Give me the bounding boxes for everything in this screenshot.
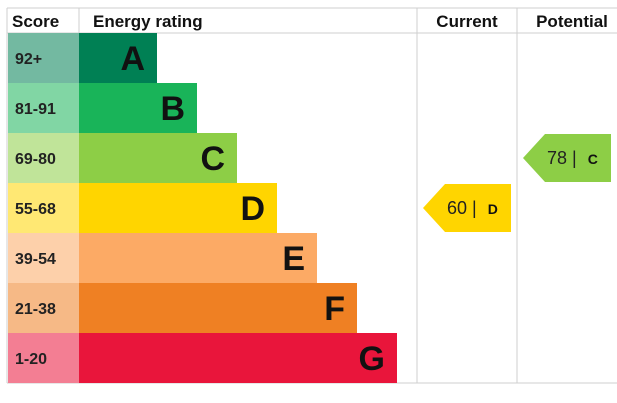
rating-bands: 92+ A 81-91 B 69-80 C 55-68 D 39-54 E 21-38 F 1-20 G xyxy=(8,33,397,383)
score-cell-e xyxy=(8,233,79,283)
score-cell-c xyxy=(8,133,79,183)
band-bar-a xyxy=(79,33,157,83)
score-label-f: 21-38 xyxy=(15,301,56,318)
score-label-b: 81-91 xyxy=(15,101,56,118)
band-letter-d: D xyxy=(240,190,265,228)
potential-rating-letter: C xyxy=(588,151,598,167)
band-bar-b xyxy=(79,83,197,133)
header-rating: Energy rating xyxy=(93,12,203,31)
band-bar-c xyxy=(79,133,237,183)
current-arrow xyxy=(423,184,511,232)
band-letter-g: G xyxy=(359,340,385,378)
band-bar-f xyxy=(79,283,357,333)
header-current: Current xyxy=(436,12,498,31)
rating-arrows: 60 | D 78 | C xyxy=(423,134,611,232)
current-rating-letter: D xyxy=(488,201,498,217)
score-label-d: 55-68 xyxy=(15,201,56,218)
score-label-e: 39-54 xyxy=(15,251,56,268)
band-letter-c: C xyxy=(200,140,225,178)
header-score: Score xyxy=(12,12,59,31)
band-letter-a: A xyxy=(120,40,145,78)
band-bar-e xyxy=(79,233,317,283)
score-cell-b xyxy=(8,83,79,133)
current-rating-value: 60 | D xyxy=(447,198,498,218)
score-cell-a xyxy=(8,33,79,83)
band-bar-d xyxy=(79,183,277,233)
potential-arrow xyxy=(523,134,611,182)
band-letter-e: E xyxy=(282,240,305,278)
score-cell-g xyxy=(8,333,79,383)
score-label-c: 69-80 xyxy=(15,151,56,168)
band-letter-b: B xyxy=(160,90,185,128)
score-cell-d xyxy=(8,183,79,233)
score-label-g: 1-20 xyxy=(15,351,47,368)
potential-rating-value: 78 | C xyxy=(547,148,598,168)
score-cell-f xyxy=(8,283,79,333)
score-label-a: 92+ xyxy=(15,51,42,68)
band-bar-g xyxy=(79,333,397,383)
header-potential: Potential xyxy=(536,12,608,31)
band-letter-f: F xyxy=(324,290,345,328)
